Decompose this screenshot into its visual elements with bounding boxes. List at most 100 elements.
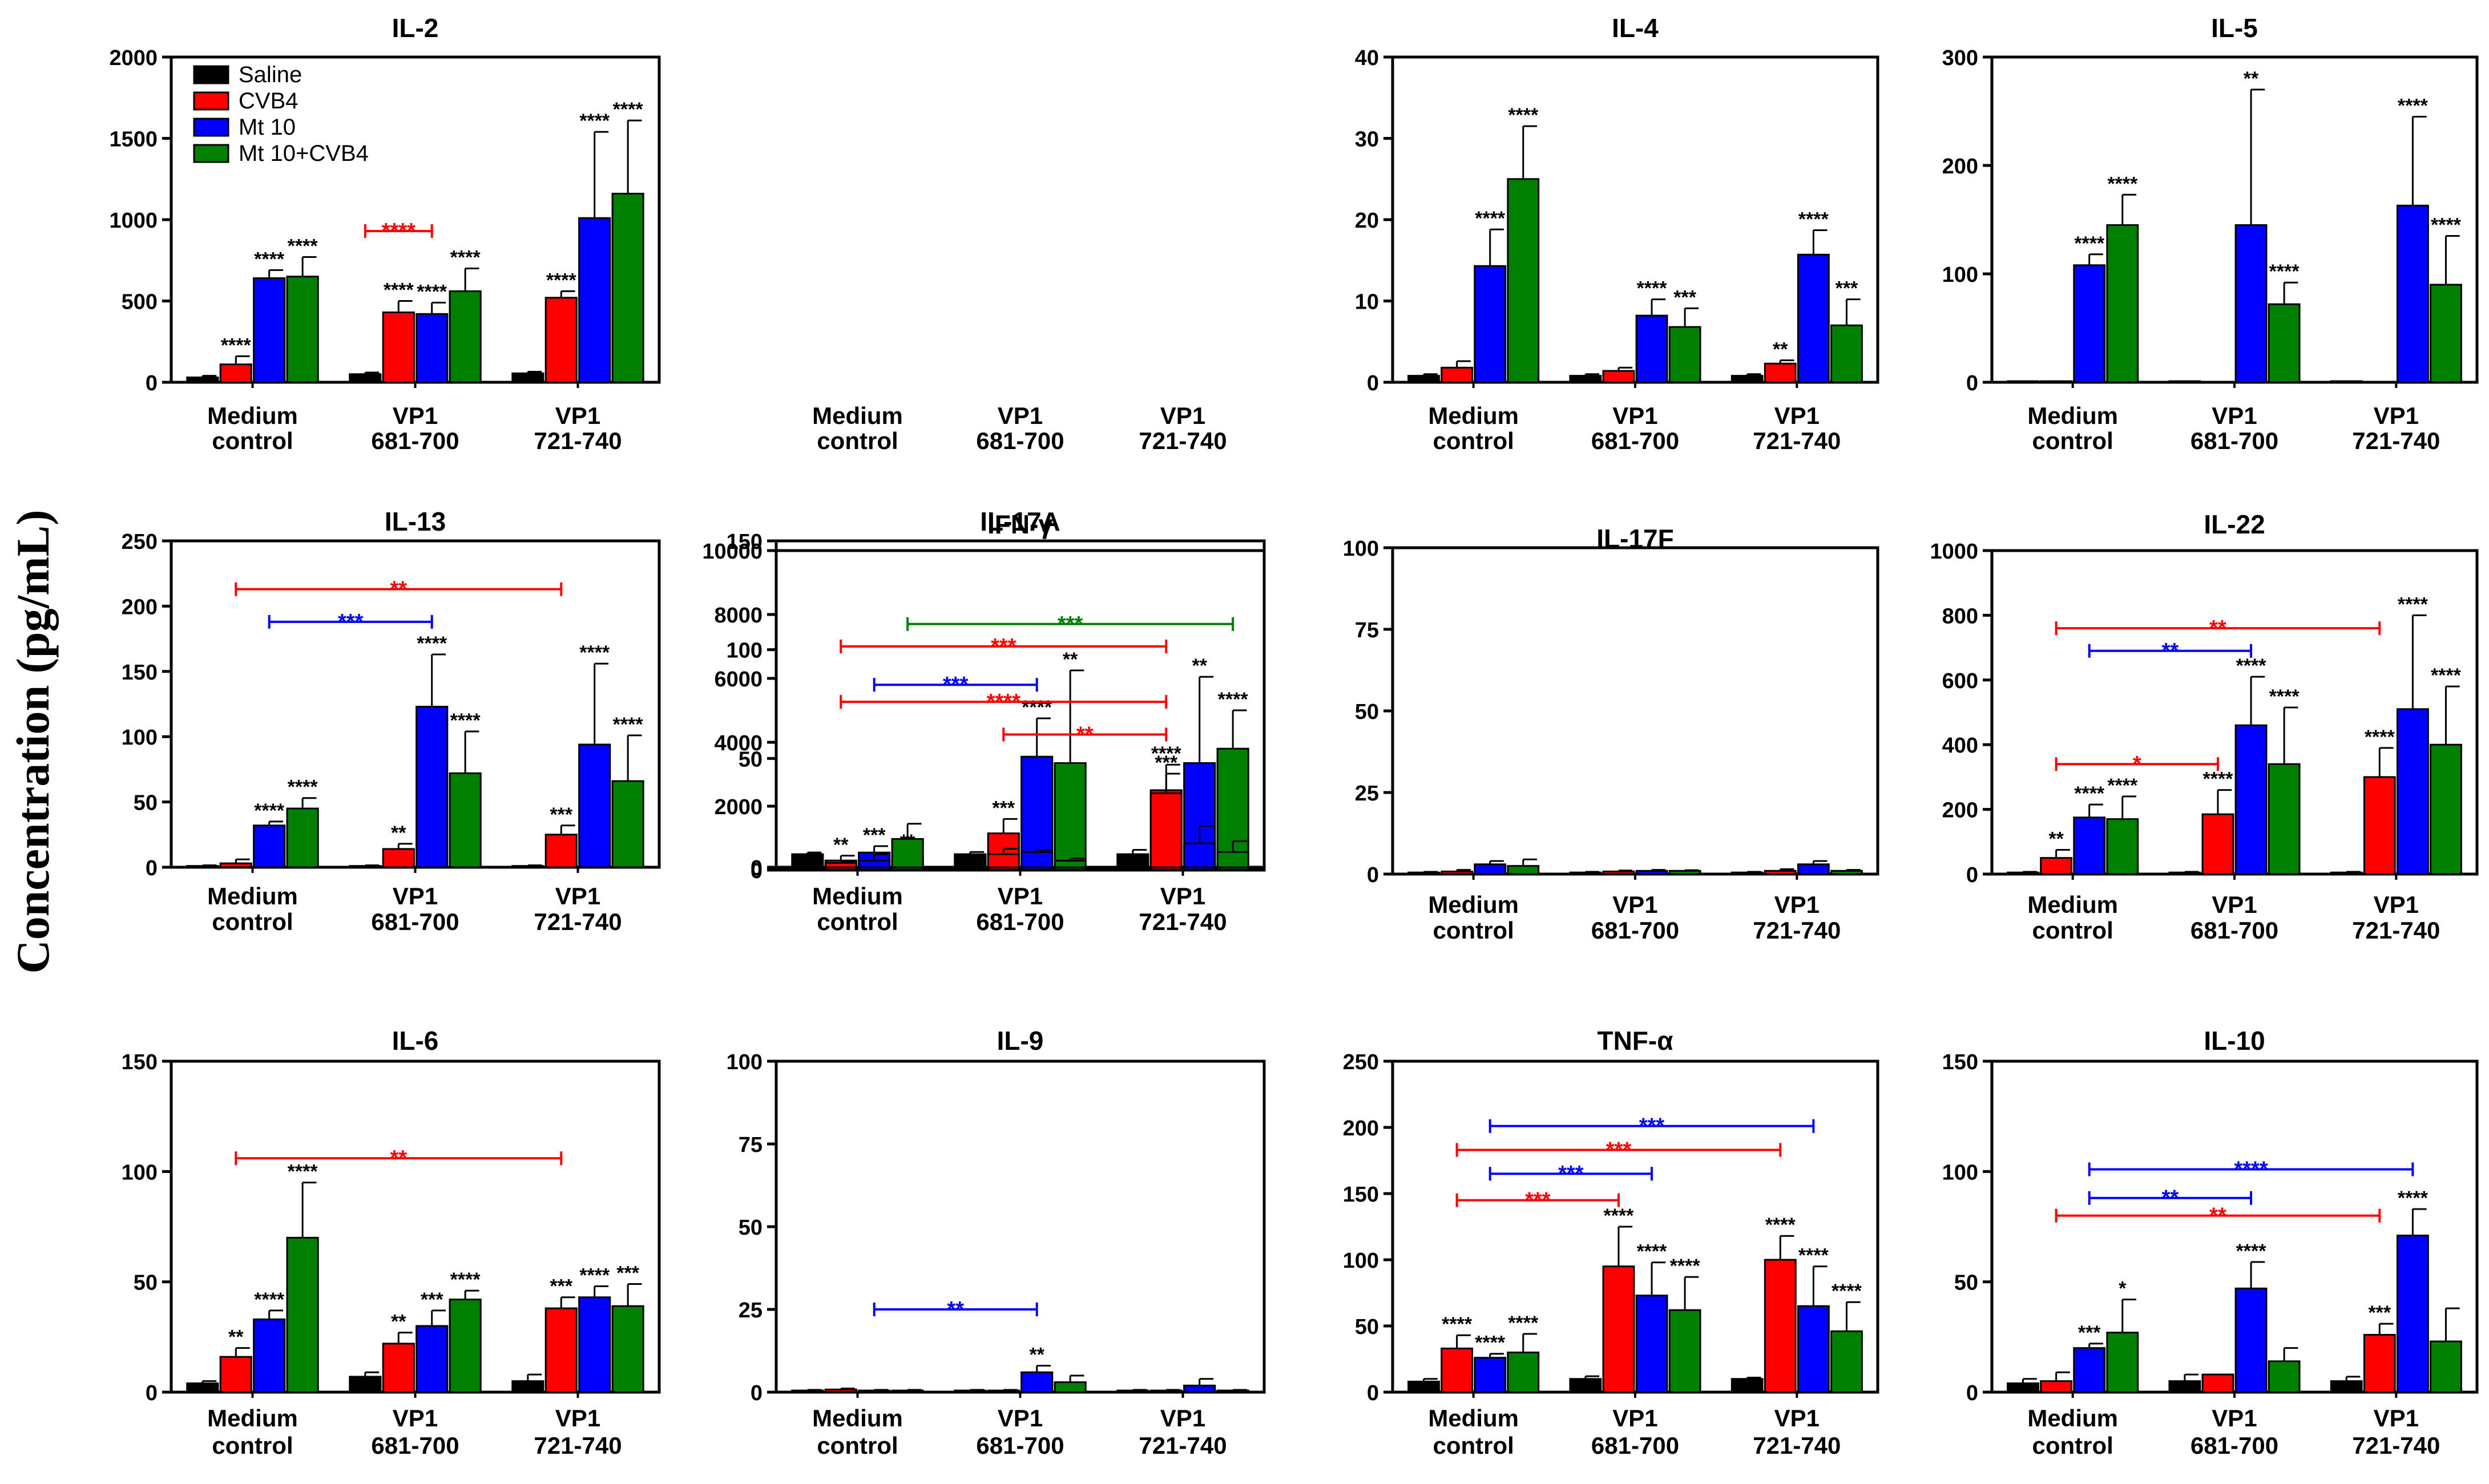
y-tick-label: 10	[1355, 290, 1379, 314]
bar-cvb4	[1764, 870, 1797, 875]
bracket-significance-label: ****	[987, 690, 1020, 714]
bar-cvb4	[824, 1388, 857, 1393]
bracket-significance-label: *	[2133, 752, 2141, 776]
bar-saline	[2007, 380, 2039, 383]
x-tick-label: 721-740	[2352, 1432, 2440, 1459]
y-tick-label: 0	[1367, 371, 1379, 395]
panel-title: IL-17A	[980, 507, 1060, 536]
significance-label: ****	[2431, 665, 2462, 686]
significance-label: ****	[450, 247, 481, 269]
y-tick-label: 50	[1355, 1315, 1379, 1339]
y-tick-label: 100	[727, 1050, 763, 1074]
bar-mt-10	[578, 1296, 611, 1393]
panel-title: IL-6	[392, 1026, 439, 1056]
bar-mt-10	[1635, 314, 1668, 383]
y-tick-label: 50	[134, 1271, 158, 1295]
bar-mt-10	[1797, 1305, 1830, 1393]
bar-saline	[349, 1376, 382, 1393]
bar-mt-10-cvb4	[2106, 1332, 2139, 1393]
y-tick-label: 250	[1343, 1050, 1379, 1074]
bracket-significance-label: ****	[382, 219, 415, 243]
bracket-significance-label: ***	[1606, 1138, 1632, 1162]
significance-label: ****	[2236, 655, 2267, 677]
y-tick-label: 150	[1343, 1183, 1379, 1207]
bar-mt-10-cvb4	[1830, 324, 1863, 383]
bar-mt-10	[2073, 816, 2106, 875]
significance-label: ****	[1637, 278, 1668, 300]
y-tick-label: 800	[1942, 604, 1978, 628]
legend-label: CVB4	[239, 88, 298, 114]
y-tick-label: 100	[1942, 1160, 1978, 1184]
bar-saline	[1569, 1378, 1602, 1393]
bar-cvb4	[1764, 362, 1797, 383]
bar-mt-10-cvb4	[449, 772, 482, 868]
significance-label: ****	[1475, 1332, 1506, 1354]
significance-label: ***	[550, 804, 572, 826]
y-tick-label: 75	[739, 1133, 763, 1157]
legend-label: Saline	[239, 62, 302, 87]
significance-label: ****	[1218, 689, 1249, 710]
y-tick-label: 20	[1355, 209, 1379, 233]
bar-saline	[2007, 1382, 2039, 1393]
y-tick-label: 2000	[714, 795, 763, 819]
bar-mt-10-cvb4	[2268, 1360, 2301, 1393]
y-tick-label: 0	[146, 1381, 158, 1405]
significance-label: ****	[1151, 743, 1182, 765]
bar-saline	[2007, 871, 2039, 875]
significance-label: ****	[1670, 1255, 1701, 1277]
bar-mt-10	[2234, 1287, 2268, 1393]
panel-il-5: IL-50100200300**********************Medi…	[1942, 13, 2479, 454]
bar-cvb4	[382, 1343, 415, 1393]
bar-mt-10-cvb4	[2106, 818, 2139, 875]
bracket-significance-label: **	[2162, 639, 2179, 663]
y-tick-label: 0	[1367, 863, 1379, 887]
significance-label: ****	[2269, 261, 2300, 282]
legend-label: Mt 10	[239, 115, 296, 140]
significance-label: ***	[992, 797, 1015, 819]
bar-mt-10	[2234, 224, 2268, 383]
bar-cvb4	[1441, 870, 1474, 875]
y-tick-label: 0	[751, 1381, 763, 1405]
bar-mt-10	[1635, 1295, 1668, 1393]
y-tick-label: 500	[122, 290, 158, 314]
plot-frame	[1391, 546, 1879, 876]
bar-mt-10	[415, 1325, 449, 1393]
bar-saline	[511, 1380, 544, 1393]
significance-label: ****	[579, 1264, 610, 1286]
y-tick-label: 25	[739, 1299, 763, 1323]
significance-label: ****	[384, 280, 414, 301]
bar-saline	[2168, 871, 2201, 875]
x-tick-label: 721-740	[1753, 1432, 1841, 1459]
x-tick-label: 681-700	[371, 908, 459, 935]
y-tick-label: 50	[134, 791, 158, 815]
significance-label: ****	[2074, 783, 2105, 804]
x-tick-label: control	[817, 1432, 898, 1459]
bar-mt-10-cvb4	[449, 1299, 482, 1393]
y-tick-label: 0	[751, 859, 763, 883]
bar-saline	[791, 1389, 824, 1393]
x-tick-label: VP1	[1774, 891, 1820, 918]
bar-cvb4	[1602, 370, 1635, 383]
x-tick-label: Medium	[2027, 402, 2118, 429]
x-tick-label: 681-700	[1591, 1432, 1679, 1459]
y-tick-label: 2000	[109, 46, 158, 70]
bracket-significance-label: ***	[1058, 612, 1083, 636]
bar-mt-10	[1474, 265, 1507, 383]
bar-saline	[186, 1382, 219, 1393]
bar-mt-10-cvb4	[1668, 1309, 1701, 1393]
x-tick-label: control	[1433, 1432, 1514, 1459]
significance-label: ****	[579, 642, 610, 664]
bar-mt-10-cvb4	[1507, 865, 1540, 875]
bracket-significance-label: **	[390, 577, 407, 601]
significance-label: ****	[2236, 1240, 2267, 1262]
bar-mt-10	[1020, 1371, 1054, 1393]
x-tick-label: VP1	[998, 883, 1043, 909]
bar-saline	[1730, 871, 1764, 875]
significance-label: ****	[450, 710, 481, 731]
bar-mt-10-cvb4	[2106, 224, 2139, 383]
bar-mt-10-cvb4	[1054, 762, 1087, 871]
panel-il-22: IL-2202004006008001000******************…	[1930, 510, 2479, 944]
bar-mt-10-cvb4	[891, 1389, 924, 1393]
bar-cvb4	[219, 363, 252, 383]
